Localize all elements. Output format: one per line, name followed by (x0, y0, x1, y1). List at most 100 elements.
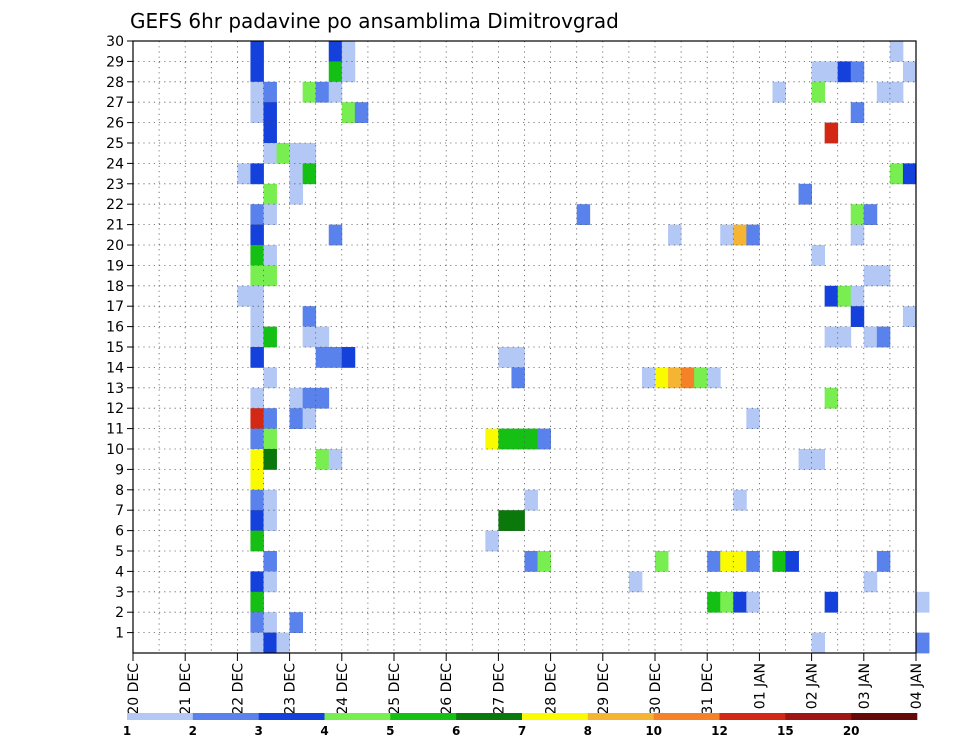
heatmap-cell (916, 591, 930, 613)
heatmap-cell (328, 347, 343, 368)
heatmap-cell (785, 551, 799, 572)
heatmap-cell (902, 163, 917, 185)
legend-label: 8 (584, 724, 592, 738)
heatmap-cell (746, 591, 760, 613)
legend-swatch (324, 713, 391, 720)
heatmap-cell (772, 81, 786, 103)
heatmap-cell (746, 224, 760, 246)
y-tick-label: 19 (106, 258, 124, 274)
heatmap-cell (250, 530, 264, 552)
legend-label: 7 (518, 724, 526, 738)
heatmap-cell (250, 591, 264, 613)
legend-swatch (785, 713, 852, 720)
x-tick-label: 25 DEC (387, 663, 403, 715)
heatmap-cell (733, 551, 747, 572)
heatmap-cell (576, 204, 591, 225)
heatmap-cell (811, 81, 826, 103)
heatmap-cells (237, 41, 930, 654)
heatmap-cell (863, 204, 878, 225)
heatmap-cell (250, 285, 264, 307)
heatmap-cell (328, 449, 343, 470)
y-tick-label: 21 (106, 218, 124, 234)
heatmap-cell (837, 326, 852, 348)
heatmap-cell (263, 449, 277, 470)
heatmap-cell (746, 551, 760, 572)
heatmap-cell (250, 408, 264, 429)
heatmap-cell (824, 591, 839, 613)
heatmap-cell (263, 143, 277, 164)
heatmap-cell (250, 61, 264, 83)
heatmap-cell (263, 245, 277, 266)
y-tick-label: 9 (115, 462, 124, 478)
heatmap-cell (485, 530, 499, 552)
heatmap-cell (511, 367, 525, 389)
y-tick-label: 26 (106, 116, 124, 132)
heatmap-cell (720, 224, 734, 246)
heatmap-cell (537, 428, 551, 450)
heatmap-cell (720, 551, 734, 572)
heatmap-cell (354, 102, 369, 123)
heatmap-cell (889, 163, 904, 185)
heatmap-cell (863, 326, 878, 348)
heatmap-cell (902, 306, 917, 327)
heatmap-cell (537, 551, 551, 572)
heatmap-cell (772, 551, 786, 572)
heatmap-cell (289, 143, 304, 164)
y-tick-label: 10 (106, 442, 124, 458)
heatmap-cell (524, 428, 538, 450)
x-tick-label: 04 JAN (909, 663, 925, 709)
heatmap-cell (250, 428, 264, 450)
heatmap-cell (328, 41, 343, 62)
heatmap-cell (811, 632, 826, 654)
heatmap-cell (302, 387, 317, 409)
heatmap-cell (237, 285, 251, 307)
heatmap-cell (250, 224, 264, 246)
heatmap-cell (733, 489, 747, 511)
heatmap-cell (837, 285, 852, 307)
legend-swatch (127, 713, 194, 720)
heatmap-cell (902, 61, 917, 83)
y-tick-label: 1 (115, 626, 124, 642)
heatmap-cell (524, 551, 538, 572)
heatmap-cell (250, 81, 264, 103)
heatmap-cell (524, 489, 538, 511)
heatmap-cell (289, 408, 304, 429)
legend-swatch (653, 713, 720, 720)
heatmap-cell (341, 41, 356, 62)
heatmap-cell (498, 510, 512, 531)
y-tick-label: 12 (106, 401, 124, 417)
heatmap-cell (655, 367, 669, 389)
heatmap-cell (328, 61, 343, 83)
heatmap-cell (811, 449, 826, 470)
heatmap-cell (850, 102, 865, 123)
heatmap-cell (250, 469, 264, 491)
y-tick-label: 16 (106, 320, 124, 336)
heatmap-cell (302, 326, 317, 348)
heatmap-cell (746, 408, 760, 429)
heatmap-cell (263, 510, 277, 531)
y-tick-label: 27 (106, 95, 124, 111)
heatmap-cell (250, 265, 264, 287)
heatmap-cell (824, 122, 839, 144)
legend-label: 5 (386, 724, 394, 738)
y-tick-label: 8 (115, 483, 124, 499)
y-tick-label: 28 (106, 75, 124, 91)
x-tick-label: 28 DEC (544, 663, 560, 715)
heatmap-cell (681, 367, 695, 389)
heatmap-cell (498, 347, 512, 368)
heatmap-cell (315, 326, 330, 348)
chart-title: GEFS 6hr padavine po ansamblima Dimitrov… (130, 9, 619, 33)
heatmap-cell (511, 510, 525, 531)
y-tick-label: 22 (106, 197, 124, 213)
legend-label: 10 (645, 724, 662, 738)
heatmap-cell (250, 632, 264, 654)
y-tick-label: 17 (106, 299, 124, 315)
legend-label: 15 (777, 724, 794, 738)
y-tick-label: 2 (115, 605, 124, 621)
heatmap-cell (798, 183, 812, 205)
legend-label: 12 (711, 724, 728, 738)
heatmap-cell (876, 265, 891, 287)
heatmap-cell (668, 224, 682, 246)
heatmap-cell (876, 81, 891, 103)
